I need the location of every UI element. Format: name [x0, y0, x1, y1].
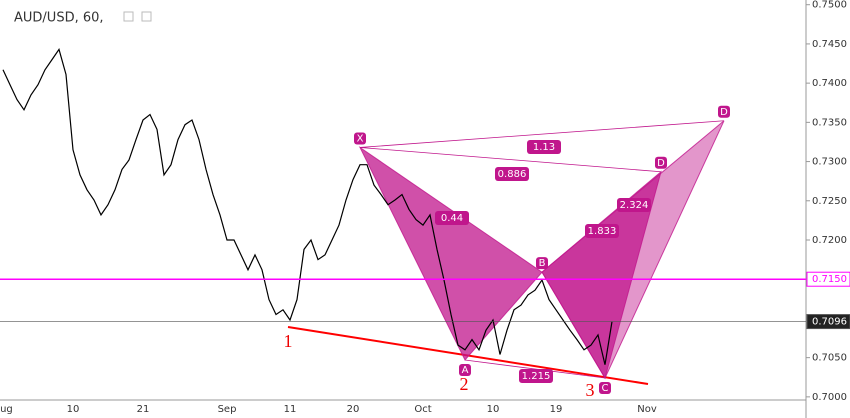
wave-label: 1 [284, 331, 293, 351]
pattern-point [536, 257, 548, 270]
x-tick-label: Oct [414, 404, 431, 415]
ratio-box [617, 198, 651, 212]
y-tick-label: 0.7500 [812, 0, 847, 11]
price-label-box [806, 271, 850, 287]
y-tick-label: 0.7250 [812, 196, 847, 207]
ratio-box [519, 369, 553, 383]
pattern-point-label: B [539, 258, 546, 269]
x-tick-label: Aug [0, 404, 13, 415]
wave-label: 3 [586, 380, 595, 400]
ratio-box [527, 140, 561, 154]
ratio-label: 0.886 [498, 169, 527, 180]
pattern-point [599, 382, 611, 395]
pattern-point [354, 132, 366, 145]
y-tick-label: 0.7050 [812, 353, 847, 364]
x-tick-label: 10 [67, 404, 80, 415]
pattern-point-label: D [657, 158, 665, 169]
x-tick-label: 21 [137, 404, 150, 415]
pattern-point-label: C [602, 383, 609, 394]
pattern-point [459, 364, 471, 376]
price-label: 0.7096 [812, 317, 847, 328]
y-tick-label: 0.7200 [812, 235, 847, 246]
pattern-fill [541, 120, 725, 380]
pattern-point [655, 156, 667, 169]
ratio-box [435, 211, 469, 225]
x-tick-label: 10 [487, 404, 500, 415]
y-tick-label: 0.7300 [812, 157, 847, 168]
header: AUD/USD, 60, [14, 11, 152, 26]
icon[interactable] [141, 11, 152, 22]
y-tick-label: 0.7450 [812, 39, 847, 50]
pattern-point-label: X [357, 133, 364, 144]
x-tick-label: 11 [284, 404, 297, 415]
pattern-point-label: A [462, 365, 469, 376]
chart-title: AUD/USD, 60, [14, 11, 104, 26]
ratio-line [359, 120, 725, 148]
y-tick-label: 0.7400 [812, 78, 847, 89]
pattern-point [718, 105, 730, 118]
x-tick-label: 19 [550, 404, 563, 415]
ratio-label: 1.13 [533, 142, 555, 153]
ratio-label: 1.215 [522, 371, 551, 382]
ratio-label: 1.833 [588, 226, 617, 237]
y-tick-label: 0.7000 [812, 392, 847, 403]
price-label: 0.7150 [812, 274, 847, 285]
x-tick-label: Nov [637, 404, 657, 415]
ratio-label: 2.324 [620, 200, 649, 211]
icon[interactable] [123, 11, 134, 22]
x-tick-label: Sep [218, 404, 237, 415]
ratio-box [585, 224, 619, 238]
x-tick-label: 20 [347, 404, 360, 415]
wave-label: 2 [460, 374, 469, 394]
ratio-label: 0.44 [441, 213, 463, 224]
price-line [2, 48, 613, 365]
pattern-point-label: D [720, 107, 728, 118]
ratio-line [359, 147, 662, 173]
price-label-box [806, 314, 850, 330]
y-tick-label: 0.7350 [812, 117, 847, 128]
ratio-box [495, 167, 529, 181]
